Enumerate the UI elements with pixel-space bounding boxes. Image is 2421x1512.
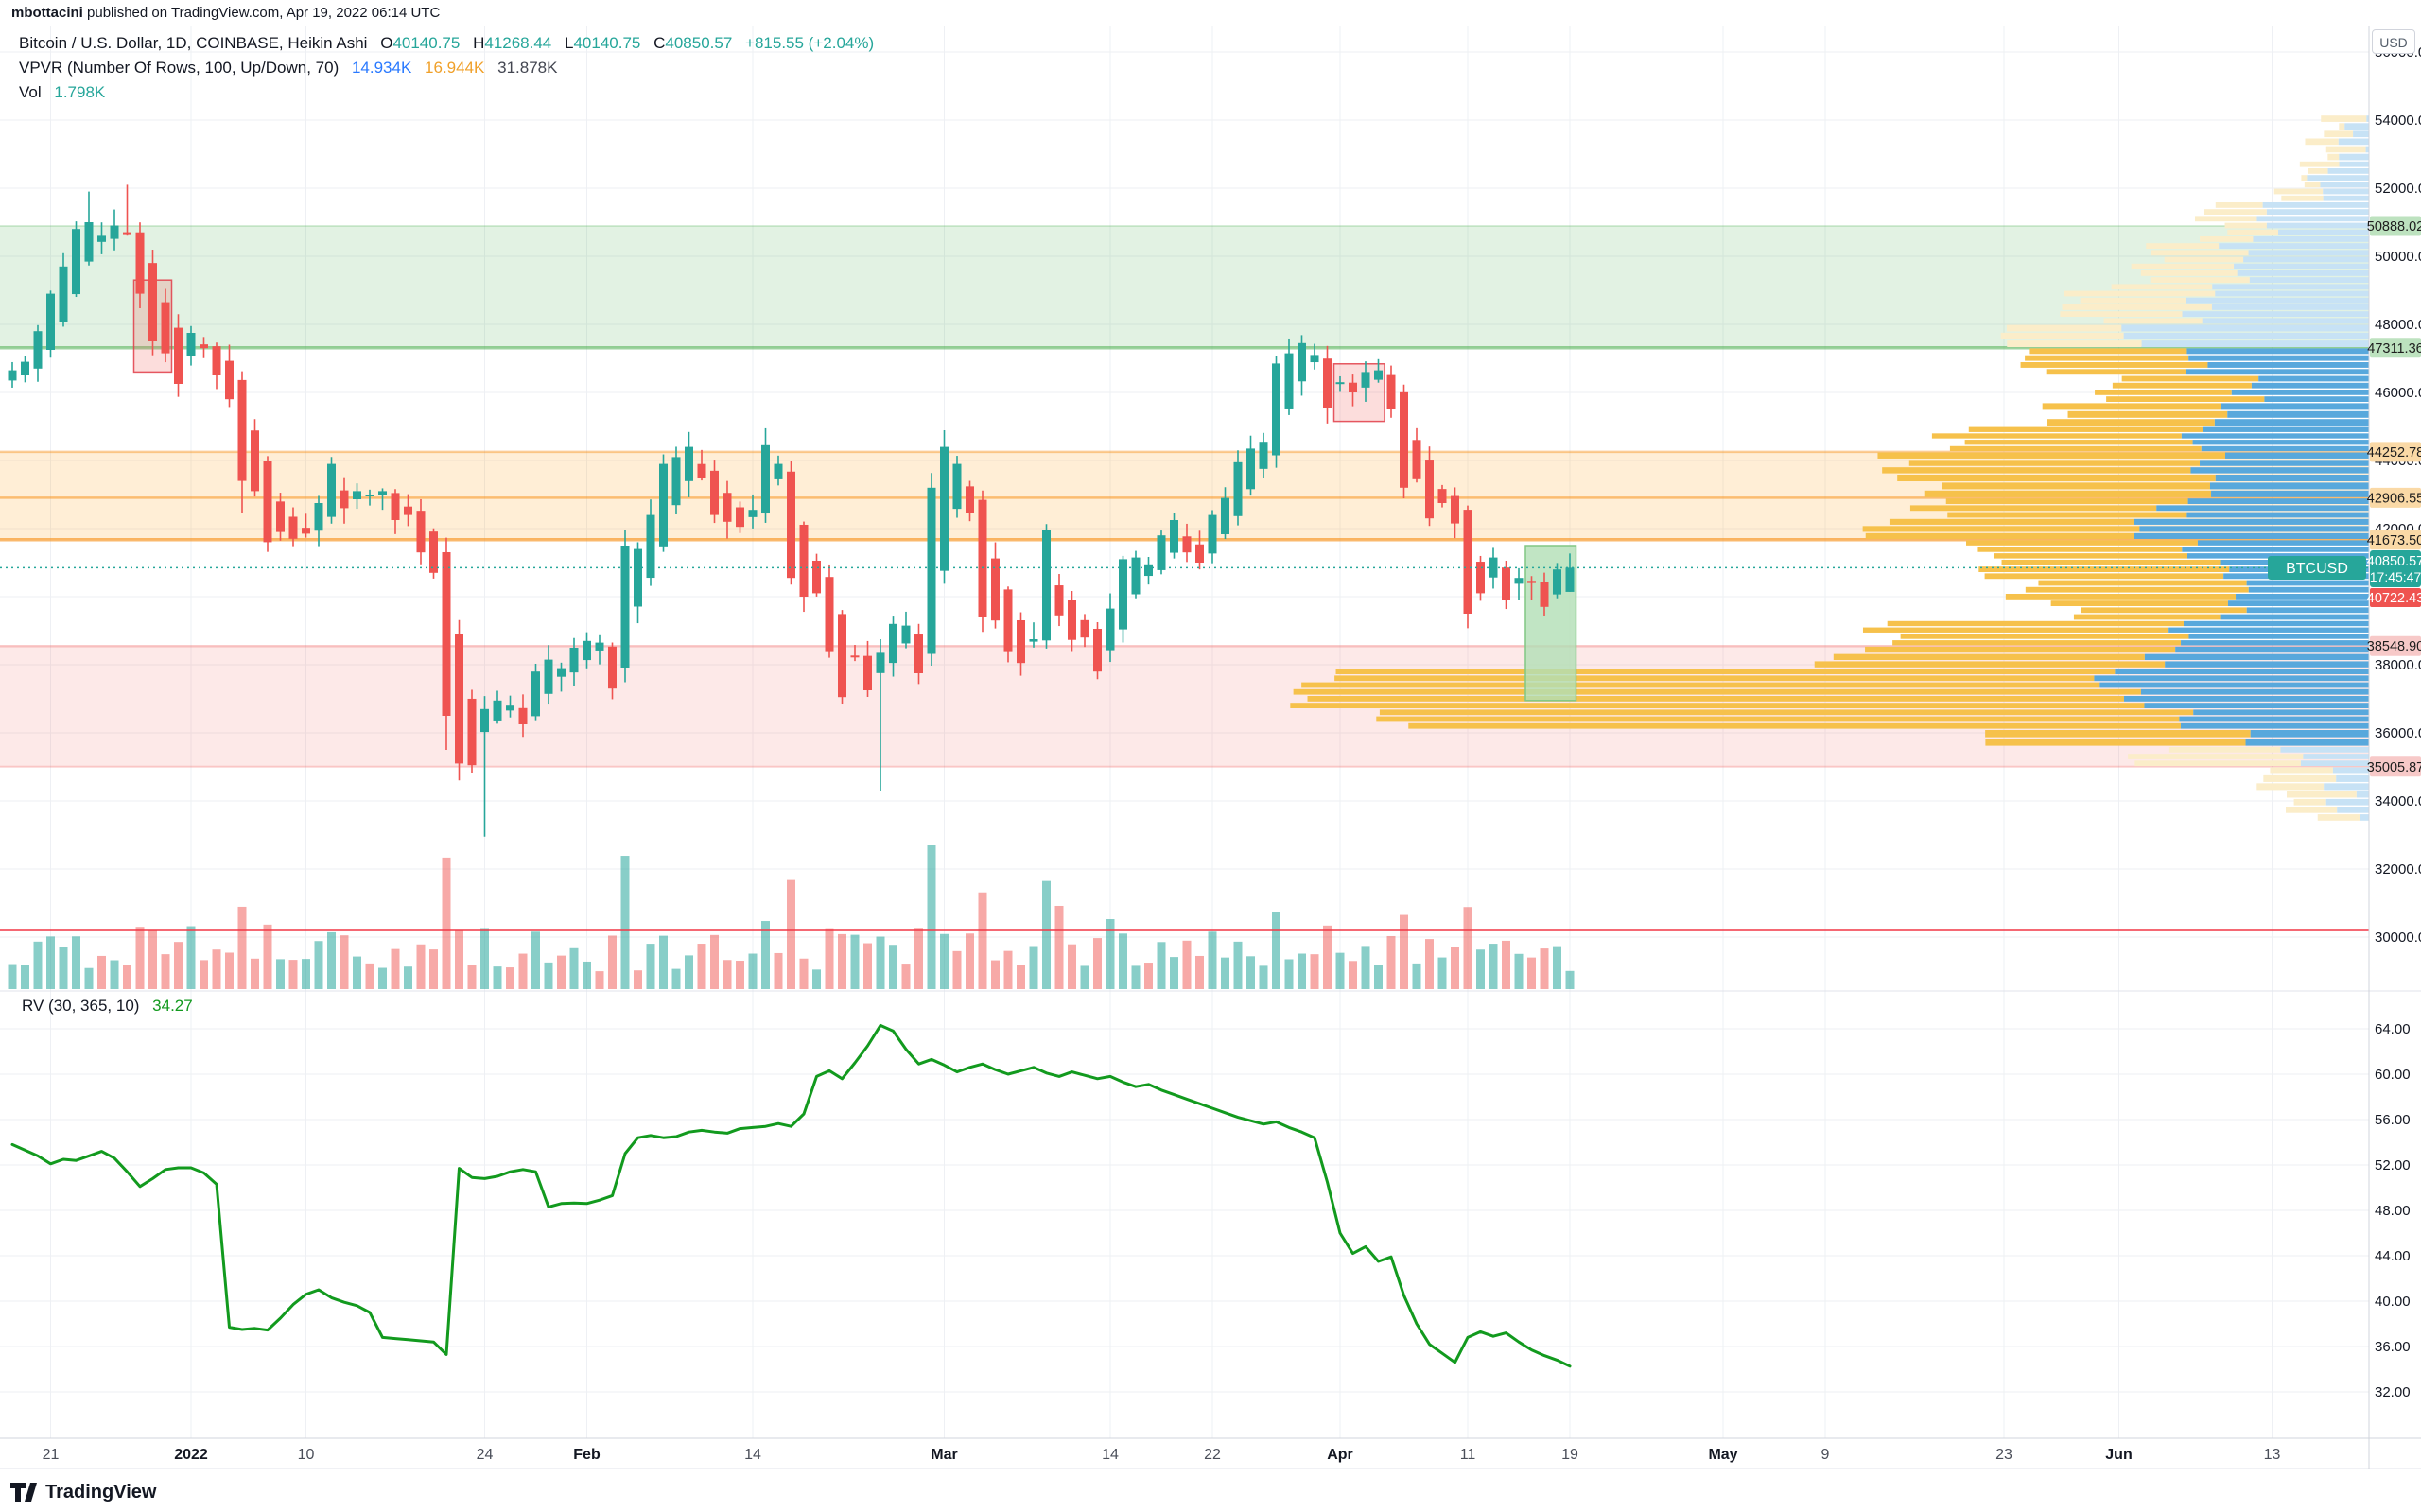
rv-tick-label: 44.00: [2375, 1248, 2411, 1264]
publisher-name: mbottacini: [11, 5, 83, 21]
rv-tick-label: 52.00: [2375, 1157, 2411, 1173]
rv-value: 34.27: [152, 997, 193, 1015]
high-label: H: [473, 34, 485, 52]
price-tick-label: 30000.00: [2375, 930, 2421, 946]
vpvr-title: VPVR (Number Of Rows, 100, Up/Down, 70): [19, 59, 340, 77]
price-tick-label: 38000.00: [2375, 657, 2421, 673]
rv-tick-label: 32.00: [2375, 1384, 2411, 1400]
currency-toggle-button[interactable]: USD: [2372, 29, 2415, 54]
vol-label: Vol: [19, 83, 42, 101]
bar-countdown: 17:45:47: [2370, 569, 2421, 584]
volume-profile-layer: [1290, 115, 2369, 821]
secondary-price-badge: 40722.43: [2367, 591, 2421, 606]
price-tick-label: 36000.00: [2375, 725, 2421, 741]
vpvr-up-volume: 14.934K: [351, 59, 412, 77]
high-value: 41268.44: [484, 34, 552, 52]
open-label: O: [380, 34, 393, 52]
symbol-title: Bitcoin / U.S. Dollar, 1D, COINBASE, Hei…: [19, 34, 368, 52]
time-tick-label: 23: [1995, 1447, 2012, 1463]
pane-separators: [0, 26, 2421, 1469]
last-price-badge: 40850.57: [2367, 554, 2421, 569]
level-badge: 50888.02: [2367, 219, 2421, 235]
footer-brand[interactable]: TradingView: [9, 1476, 156, 1508]
open-value: 40140.75: [392, 34, 461, 52]
time-tick-label: Apr: [1327, 1447, 1353, 1463]
price-tick-label: 34000.00: [2375, 793, 2421, 809]
level-badge: 44252.78: [2367, 445, 2421, 461]
level-badge: 47311.36: [2367, 341, 2421, 356]
rv-tick-label: 56.00: [2375, 1112, 2411, 1128]
low-label: L: [565, 34, 574, 52]
tradingview-logo-icon: [10, 1483, 37, 1502]
time-tick-label: Jun: [2105, 1447, 2132, 1463]
low-value: 40140.75: [573, 34, 641, 52]
vpvr-down-volume: 16.944K: [425, 59, 485, 77]
time-tick-label: 21: [43, 1447, 60, 1463]
rv-title: RV (30, 365, 10): [22, 997, 140, 1015]
vol-value: 1.798K: [54, 83, 106, 101]
time-tick-label: 9: [1821, 1447, 1830, 1463]
price-tick-label: 52000.00: [2375, 181, 2421, 197]
close-label: C: [653, 34, 666, 52]
vpvr-total-volume: 31.878K: [497, 59, 558, 77]
time-tick-label: 22: [1204, 1447, 1221, 1463]
time-tick-label: 14: [1102, 1447, 1119, 1463]
time-tick-label: 2022: [174, 1447, 208, 1463]
price-lines-layer: [0, 566, 2369, 931]
price-tick-label: 32000.00: [2375, 861, 2421, 878]
chart-legend: Bitcoin / U.S. Dollar, 1D, COINBASE, Hei…: [19, 31, 874, 105]
axis-badges: 50888.02 47311.36 44252.78 42906.55 41673.50…: [2268, 216, 2421, 777]
change-value: +815.55 (+2.04%): [745, 34, 875, 52]
rv-indicator-legend[interactable]: RV (30, 365, 10) 34.27: [22, 997, 193, 1016]
time-tick-label: 14: [744, 1447, 761, 1463]
volume-bars-layer: [8, 845, 1575, 989]
time-tick-label: 11: [1460, 1447, 1476, 1463]
time-tick-label: 10: [298, 1447, 315, 1463]
rv-tick-label: 64.00: [2375, 1021, 2411, 1037]
symbol-tag: BTCUSD: [2286, 561, 2348, 577]
close-value: 40850.57: [665, 34, 733, 52]
price-tick-label: 46000.00: [2375, 385, 2421, 401]
level-badge: 41673.50: [2367, 533, 2421, 548]
legend-volume-row[interactable]: Vol 1.798K: [19, 80, 874, 105]
price-tick-label: 50000.00: [2375, 249, 2421, 265]
price-tick-label: 48000.00: [2375, 317, 2421, 333]
time-tick-label: 24: [477, 1447, 494, 1463]
time-tick-label: 19: [1561, 1447, 1578, 1463]
rv-tick-label: 36.00: [2375, 1339, 2411, 1355]
legend-symbol-row[interactable]: Bitcoin / U.S. Dollar, 1D, COINBASE, Hei…: [19, 31, 874, 56]
rv-tick-label: 60.00: [2375, 1067, 2411, 1083]
publish-bar: mbottacini published on TradingView.com,…: [11, 5, 440, 21]
rv-tick-label: 48.00: [2375, 1203, 2411, 1219]
level-badge: 35005.87: [2367, 760, 2421, 775]
level-badge: 38548.90: [2367, 639, 2421, 654]
rv-tick-label: 40.00: [2375, 1294, 2411, 1310]
time-tick-label: Mar: [931, 1447, 957, 1463]
time-tick-label: 13: [2264, 1447, 2281, 1463]
publish-info: published on TradingView.com, Apr 19, 20…: [82, 5, 441, 21]
level-badge: 42906.55: [2367, 491, 2421, 506]
price-axis[interactable]: 56000.0054000.0052000.0050000.0048000.00…: [2375, 44, 2421, 1400]
brand-name: TradingView: [45, 1481, 157, 1503]
legend-vpvr-row[interactable]: VPVR (Number Of Rows, 100, Up/Down, 70) …: [19, 56, 874, 80]
time-axis[interactable]: 21 2022 10 24 Feb 14 Mar 14 22 Apr 11 19 May 9 23 Jun 13: [43, 1447, 2281, 1463]
grid-layer: [0, 26, 2369, 1438]
rv-line-layer: [10, 1023, 1572, 1368]
time-tick-label: May: [1708, 1447, 1737, 1463]
price-tick-label: 54000.00: [2375, 113, 2421, 129]
time-tick-label: Feb: [573, 1447, 601, 1463]
